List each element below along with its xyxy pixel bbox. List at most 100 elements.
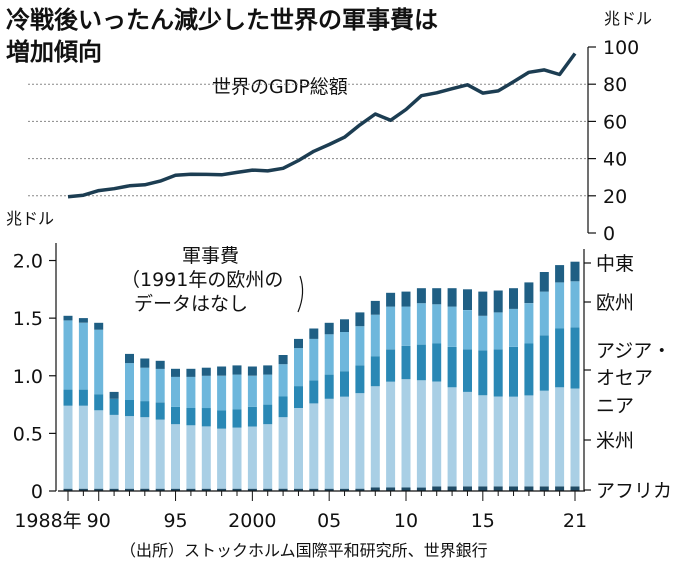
gdp-tick-label: 80 <box>603 74 627 96</box>
bar-segment <box>355 326 365 366</box>
bar-segment <box>140 417 150 489</box>
bar-segment <box>401 306 411 346</box>
military-bar-2010 <box>401 291 411 491</box>
military-tick-label: 2.0 <box>13 251 43 273</box>
x-tick-label: 1988年 <box>14 510 81 532</box>
bar-segment <box>493 290 503 313</box>
bar-segment <box>447 387 457 487</box>
gdp-tick-label: 20 <box>603 186 627 208</box>
bar-segment <box>263 424 273 489</box>
bar-segment <box>416 380 426 488</box>
bar-segment <box>478 486 488 491</box>
military-bar-2003 <box>294 338 303 491</box>
bar-segment <box>478 350 488 396</box>
bar-segment <box>324 398 334 489</box>
bar-segment <box>570 261 580 282</box>
military-bar-2021 <box>570 261 580 491</box>
bar-segment <box>278 417 288 489</box>
bar-segment <box>186 488 196 491</box>
bar-segment <box>524 303 534 344</box>
bar-segment <box>447 347 457 388</box>
bar-segment <box>555 387 565 487</box>
gdp-tick-label: 60 <box>603 111 627 133</box>
legend-label: ニア <box>596 395 634 417</box>
bar-segment <box>447 306 457 347</box>
bar-segment <box>555 486 565 491</box>
bar-segment <box>125 353 134 364</box>
bar-segment <box>171 376 180 407</box>
military-bar-2011 <box>416 288 426 491</box>
bar-segment <box>78 389 88 406</box>
bar-segment <box>63 315 73 321</box>
x-tick-label: 10 <box>394 510 418 532</box>
bar-segment <box>217 375 227 411</box>
bar-segment <box>463 310 472 350</box>
bar-segment <box>416 487 426 491</box>
bar-segment <box>247 406 257 427</box>
bar-segment <box>340 396 349 489</box>
bar-segment <box>570 327 580 389</box>
bar-segment <box>493 486 503 491</box>
bar-segment <box>370 314 380 357</box>
military-bar-2017 <box>509 288 518 491</box>
bar-segment <box>555 265 565 283</box>
gdp-line <box>67 52 577 199</box>
military-bar-2020 <box>555 265 565 491</box>
bar-segment <box>524 486 534 491</box>
bar-segment <box>155 402 165 420</box>
gdp-panel: 兆ドル 世界のGDP総額 0 20 40 60 80 100 <box>28 9 652 245</box>
bar-segment <box>263 365 273 375</box>
bar-segment <box>524 282 534 304</box>
bar-segment <box>370 300 380 315</box>
bar-segment <box>355 365 365 394</box>
bar-segment <box>63 405 73 489</box>
military-bar-2004 <box>309 328 319 491</box>
military-bar-1997 <box>201 367 211 491</box>
x-tick-label: 2000 <box>228 510 276 532</box>
bar-segment <box>125 416 134 489</box>
bar-segment <box>232 374 242 410</box>
legend-label: 米州 <box>596 430 634 452</box>
bar-segment <box>201 408 211 427</box>
bar-segment <box>509 347 518 397</box>
bar-segment <box>232 409 242 428</box>
military-bar-2019 <box>539 272 549 491</box>
bar-segment <box>463 289 472 310</box>
bar-segment <box>340 488 349 491</box>
bar-segment <box>370 356 380 387</box>
bar-segment <box>401 487 411 491</box>
bar-segment <box>509 308 518 347</box>
bar-segment <box>247 426 257 489</box>
bar-segment <box>432 381 442 487</box>
bar-segment <box>570 388 580 487</box>
bar-segment <box>309 380 319 404</box>
military-tick-label: 1.5 <box>13 308 43 330</box>
bar-segment <box>386 487 396 491</box>
military-bar-2012 <box>432 288 442 491</box>
bar-segment <box>386 381 396 488</box>
bar-segment <box>539 272 549 292</box>
gdp-tick-label: 40 <box>603 149 627 171</box>
military-bar-2015 <box>478 291 488 491</box>
bar-segment <box>63 389 73 406</box>
bar-segment <box>171 424 180 489</box>
bar-segment <box>217 488 227 491</box>
bar-segment <box>109 391 119 399</box>
note-bracket <box>297 275 304 313</box>
military-tick-label: 0 <box>31 481 43 503</box>
bar-segment <box>478 291 488 316</box>
bar-segment <box>294 338 303 349</box>
bar-segment <box>186 408 196 426</box>
legend-label: アジア・ <box>596 340 671 362</box>
bar-segment <box>478 395 488 487</box>
bar-segment <box>309 338 319 381</box>
bar-segment <box>447 486 457 491</box>
bar-segment <box>155 368 165 403</box>
bar-segment <box>201 488 211 491</box>
legend-label: 中東 <box>596 253 634 275</box>
bar-segment <box>539 291 549 336</box>
bar-segment <box>370 487 380 491</box>
military-series-label: 軍事費 <box>182 245 239 267</box>
bar-segment <box>247 375 257 407</box>
